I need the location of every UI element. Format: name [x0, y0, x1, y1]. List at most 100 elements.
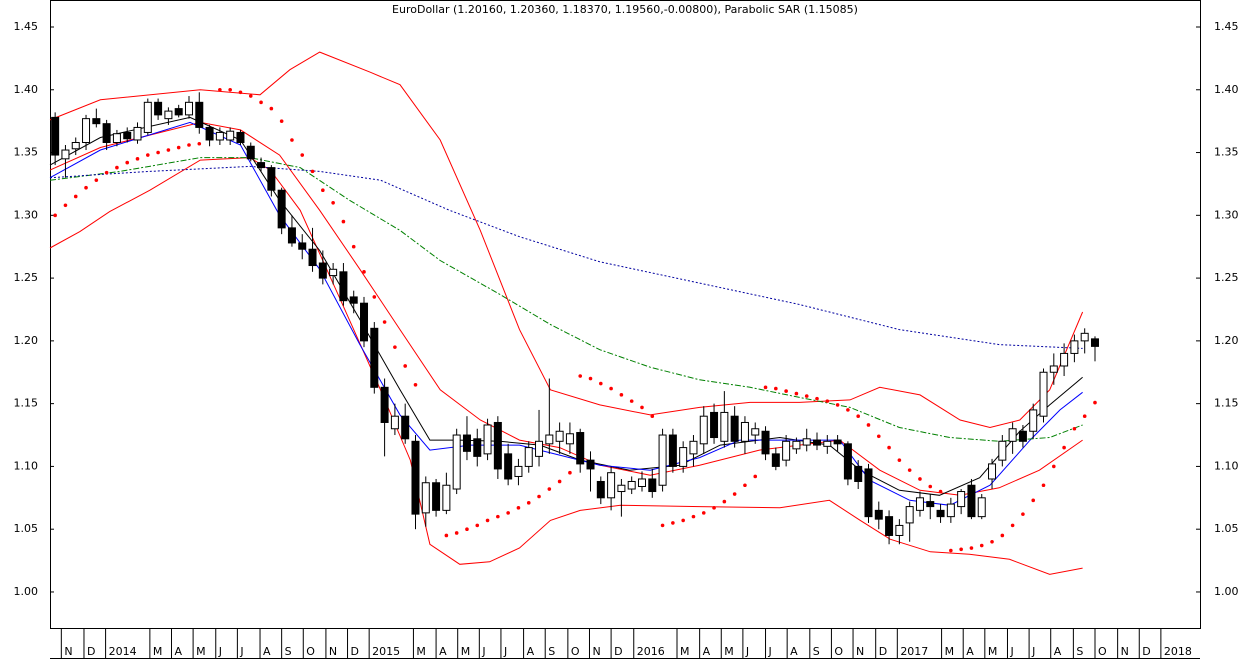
candle-body	[514, 465, 523, 477]
candle-body	[339, 271, 348, 302]
indicator-line	[49, 157, 1083, 442]
sar-dot	[413, 383, 418, 387]
candle-body	[946, 503, 955, 518]
sar-dot	[557, 479, 562, 484]
candle-body	[637, 478, 646, 488]
sar-dot	[125, 160, 130, 165]
sar-dot	[197, 141, 202, 146]
x-tick-label: J	[481, 645, 485, 658]
sar-dot	[290, 138, 294, 142]
sar-dot	[979, 543, 984, 548]
candle-body	[586, 459, 595, 470]
sar-dot	[382, 320, 387, 324]
x-tick-label: 2014	[109, 645, 137, 658]
x-tick-label: O	[1098, 645, 1107, 658]
candle-body	[854, 465, 863, 482]
sar-dot	[135, 157, 140, 161]
candle-body	[370, 327, 379, 388]
candle-body	[154, 101, 163, 116]
x-tick-label: J	[1031, 645, 1035, 658]
sar-dot	[846, 408, 850, 412]
candle-body	[998, 440, 1007, 461]
sar-dot	[506, 511, 510, 515]
candle-body	[421, 482, 430, 514]
sar-dot	[146, 153, 150, 157]
candle-body	[792, 440, 801, 450]
candle-body	[504, 453, 513, 480]
y-tick-label: 1.15	[14, 397, 39, 410]
candle-body	[771, 453, 780, 467]
x-tick-label: O	[306, 645, 315, 658]
sar-dot	[650, 414, 655, 418]
candle-body	[555, 430, 564, 442]
candle-body	[782, 440, 791, 461]
sar-dot	[104, 170, 109, 175]
sar-dot	[1062, 445, 1066, 450]
x-tick-label: M	[988, 645, 998, 658]
sar-dot	[516, 506, 521, 510]
sar-dot	[1041, 483, 1046, 488]
sar-dot	[866, 423, 871, 427]
candle-body	[751, 428, 760, 436]
candle-body	[329, 268, 338, 277]
sar-dot	[259, 100, 263, 105]
candle-body	[627, 480, 636, 490]
sar-dot	[176, 145, 181, 150]
candle-body	[967, 484, 976, 518]
sar-dot	[774, 386, 778, 391]
x-tick-label: D	[87, 645, 95, 658]
candle-body	[92, 118, 101, 125]
sar-dot	[475, 523, 480, 528]
sar-dot	[907, 468, 912, 472]
candle-body	[215, 131, 224, 141]
sar-dot	[825, 399, 830, 403]
y2-tick-label: 1.00	[1214, 585, 1239, 598]
candle-body	[740, 421, 749, 442]
x-tick-label: M	[196, 645, 206, 658]
sar-dot	[84, 185, 88, 190]
candle-body	[915, 497, 924, 511]
y-tick-label: 1.30	[14, 208, 39, 221]
sar-dot	[763, 385, 768, 390]
x-tick-label: N	[64, 645, 72, 658]
x-tick-label: J	[218, 645, 222, 658]
sar-dot	[393, 345, 397, 349]
candle-body	[988, 463, 997, 480]
sar-dot	[228, 87, 232, 92]
x-tick-label: J	[503, 645, 507, 658]
sar-dot	[63, 203, 68, 208]
x-tick-label: A	[263, 645, 271, 658]
candle-body	[401, 415, 410, 440]
x-tick-label: A	[527, 645, 535, 658]
x-tick-label: N	[592, 645, 600, 658]
candle-body	[483, 424, 492, 455]
candle-body	[823, 440, 832, 447]
y2-tick-label: 1.30	[1214, 208, 1239, 221]
y2-tick-label: 1.45	[1214, 20, 1239, 33]
y2-tick-label: 1.35	[1214, 146, 1239, 159]
x-tick-label: J	[239, 645, 243, 658]
sar-dot	[73, 194, 78, 199]
sar-dot	[269, 106, 274, 111]
x-tick-label: M	[724, 645, 734, 658]
candle-body	[802, 438, 811, 446]
candle-body	[761, 430, 770, 455]
sar-dot	[1021, 512, 1025, 516]
candle-body	[143, 101, 152, 133]
candle-body	[61, 149, 70, 160]
sar-dot	[969, 546, 974, 550]
x-tick-label: D	[1142, 645, 1150, 658]
candle-body	[596, 480, 605, 499]
sar-dot	[578, 374, 583, 378]
sar-dot	[526, 501, 531, 505]
sar-dot	[94, 178, 99, 182]
sar-dot	[640, 405, 644, 410]
y-tick-label: 1.45	[14, 20, 39, 33]
sar-dot	[856, 414, 860, 418]
x-tick-label: J	[768, 645, 772, 658]
candle-body	[648, 478, 657, 493]
sar-dot	[876, 434, 881, 439]
sar-dot	[485, 518, 490, 523]
indicator-line	[49, 51, 1084, 429]
x-tick-label: M	[680, 645, 690, 658]
